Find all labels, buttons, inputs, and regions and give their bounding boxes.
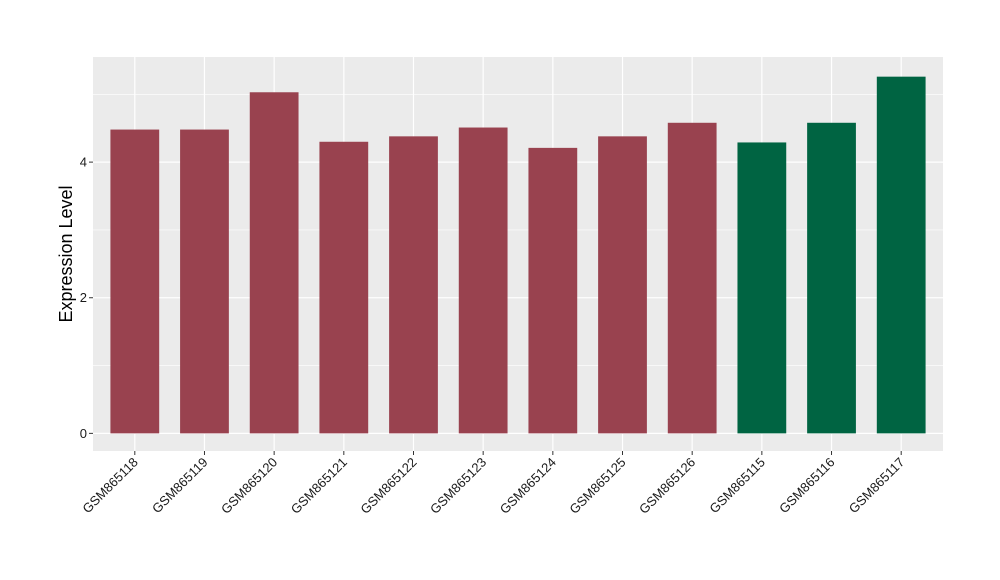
bar-GSM865115 <box>737 142 787 434</box>
bar-GSM865126 <box>667 122 717 434</box>
x-tick-label: GSM865116 <box>776 455 838 517</box>
bar-GSM865120 <box>249 92 299 434</box>
plot-panel <box>93 57 943 451</box>
x-tick-label: GSM865126 <box>636 455 698 517</box>
y-axis: 0 2 4 <box>80 155 93 441</box>
y-tick-label: 0 <box>80 426 87 441</box>
bar-GSM865122 <box>389 136 438 434</box>
bar-GSM865125 <box>598 136 647 434</box>
x-tick-label: GSM865115 <box>706 455 768 517</box>
bar-GSM865123 <box>458 127 508 434</box>
y-tick-label: 2 <box>80 290 87 305</box>
x-tick-label: GSM865118 <box>79 455 141 517</box>
bar-GSM865118 <box>110 129 160 434</box>
bars <box>110 76 926 434</box>
bar-GSM865121 <box>319 141 369 434</box>
bar-GSM865124 <box>528 147 578 434</box>
x-tick-label: GSM865120 <box>218 455 280 517</box>
x-tick-label: GSM865125 <box>566 455 628 517</box>
x-tick-label: GSM865122 <box>357 455 419 517</box>
x-tick-label: GSM865119 <box>149 455 211 517</box>
x-tick-label: GSM865117 <box>846 455 908 517</box>
bar-GSM865119 <box>180 129 229 434</box>
x-tick-label: GSM865123 <box>427 455 489 517</box>
x-axis: GSM865118 GSM865119 GSM865120 GSM865121 GSM8… <box>79 451 907 517</box>
x-tick-label: GSM865121 <box>288 455 350 517</box>
y-axis-title: Expression Level <box>56 185 76 322</box>
bar-GSM865116 <box>807 122 856 434</box>
x-tick-label: GSM865124 <box>497 455 559 517</box>
y-tick-label: 4 <box>80 155 87 170</box>
bar-GSM865117 <box>876 76 926 434</box>
